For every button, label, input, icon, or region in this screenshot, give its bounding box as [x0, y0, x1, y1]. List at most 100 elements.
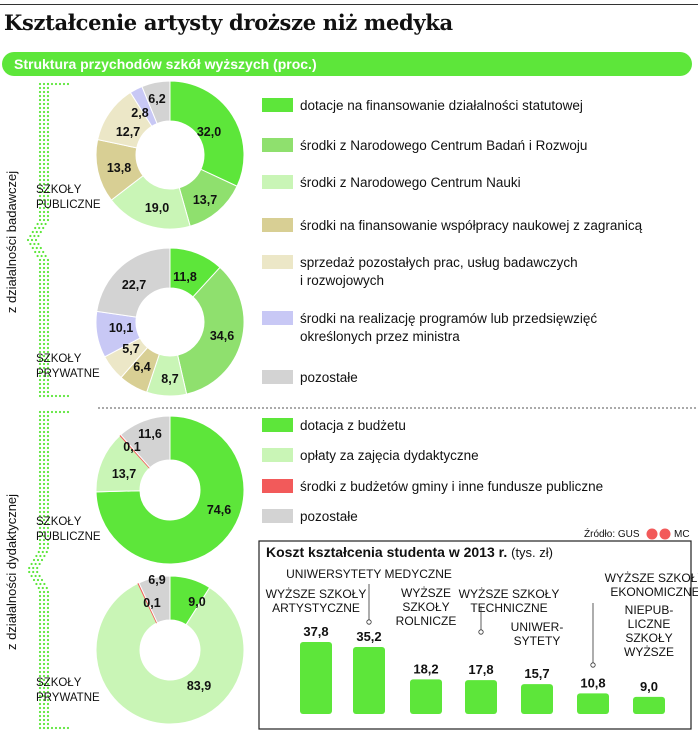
- brace-dot: [38, 642, 42, 646]
- brace-dot: [46, 670, 50, 674]
- brace-dot: [42, 214, 46, 218]
- brace-dot: [46, 210, 50, 214]
- brace-dot: [35, 554, 38, 558]
- brace-dot: [50, 410, 54, 414]
- brace-dot: [42, 694, 46, 698]
- brace-dot: [46, 366, 50, 370]
- brace-dot: [34, 238, 38, 242]
- brace-dot: [38, 226, 41, 230]
- brace-dot: [38, 258, 42, 262]
- brace-dot: [42, 162, 46, 166]
- brace-dot: [46, 82, 50, 86]
- brace-dot: [38, 370, 42, 374]
- brace-dot: [42, 682, 46, 686]
- brace-dot: [62, 82, 66, 86]
- brace-dot: [38, 442, 42, 446]
- brace-dot: [46, 362, 50, 366]
- brace-dot: [58, 726, 62, 730]
- brace-dot: [46, 538, 50, 542]
- group-label: SZKOŁY: [36, 353, 82, 365]
- brace-dot: [46, 286, 50, 290]
- slice-value-label: 12,7: [116, 125, 140, 139]
- brace-dot: [46, 182, 50, 186]
- slice-value-label: 5,7: [122, 342, 139, 356]
- brace-dot: [42, 606, 46, 610]
- brace-dot: [42, 386, 46, 390]
- brace-dot: [46, 342, 50, 346]
- brace-dot: [42, 434, 46, 438]
- brace-dot: [36, 566, 39, 570]
- brace-dot: [36, 558, 40, 562]
- brace-dot: [38, 530, 42, 534]
- brace-dot: [42, 94, 46, 98]
- brace-dot: [42, 294, 46, 298]
- brace-dot: [42, 510, 46, 514]
- brace-dot: [46, 726, 50, 730]
- legend-swatch: [262, 311, 293, 325]
- brace-dot: [42, 462, 46, 466]
- brace-dot: [46, 374, 50, 378]
- cost-bar-value: 9,0: [640, 679, 658, 694]
- brace-dot: [38, 318, 42, 322]
- brace-dot: [38, 562, 41, 566]
- brace-dot: [46, 466, 50, 470]
- cost-bar: [300, 642, 332, 714]
- brace-dot: [42, 630, 46, 634]
- brace-dot: [38, 182, 42, 186]
- brace-dot: [38, 410, 42, 414]
- brace-dot: [31, 246, 34, 250]
- brace-dot: [38, 170, 42, 174]
- donut-charts: 32,0 13,7 19,0 13,8 12,7 2,86,2 SZKOŁY PUBLICZN…: [36, 80, 245, 725]
- brace-dot: [46, 530, 50, 534]
- brace-dot: [62, 726, 66, 730]
- subtitle-banner: Struktura przychodów szkół wyższych (pro…: [2, 52, 692, 76]
- group-label: PRYWATNE: [36, 692, 100, 704]
- brace-dot: [46, 722, 50, 726]
- brace-dot: [38, 354, 42, 358]
- brace-dot: [38, 546, 42, 550]
- brace-dot: [46, 418, 50, 422]
- brace-dot: [42, 394, 46, 398]
- brace-dot: [38, 534, 42, 538]
- brace-dot: [38, 194, 42, 198]
- brace-dot: [38, 670, 42, 674]
- slice-value-label: 34,6: [210, 329, 234, 343]
- brace-dot: [42, 506, 46, 510]
- brace-dot: [38, 682, 42, 686]
- brace-dot: [66, 82, 70, 86]
- brace-dot: [46, 478, 50, 482]
- brace-dot: [36, 222, 39, 226]
- brace-dot: [38, 694, 42, 698]
- brace-dot: [46, 350, 50, 354]
- brace-dot: [46, 382, 50, 386]
- brace-dot: [42, 534, 46, 538]
- cost-category-label: SYTETY: [514, 634, 561, 648]
- brace-dot: [46, 634, 50, 638]
- brace-dot: [38, 90, 42, 94]
- brace-dot: [38, 450, 42, 454]
- brace-dot: [42, 726, 46, 730]
- cost-category-label: ROLNICZE: [396, 614, 457, 628]
- brace-dot: [42, 686, 46, 690]
- cost-bar: [521, 684, 553, 714]
- brace-dot: [42, 350, 46, 354]
- brace-dot: [46, 178, 50, 182]
- brace-dot: [42, 362, 46, 366]
- brace-dot: [42, 174, 46, 178]
- brace-dot: [42, 118, 46, 122]
- brace-dot: [42, 194, 46, 198]
- brace-dot: [42, 334, 46, 338]
- brace-dot: [38, 142, 42, 146]
- donut-slice: [177, 266, 245, 395]
- brace-dot: [54, 82, 58, 86]
- brace-dot: [38, 502, 42, 506]
- brace-dot: [38, 598, 42, 602]
- brace-dot: [38, 654, 42, 658]
- brace-dot: [46, 674, 50, 678]
- brace-dot: [38, 510, 42, 514]
- brace-dot: [42, 626, 46, 630]
- brace-dot: [38, 186, 42, 190]
- brace-dot: [42, 470, 46, 474]
- brace-dot: [42, 666, 46, 670]
